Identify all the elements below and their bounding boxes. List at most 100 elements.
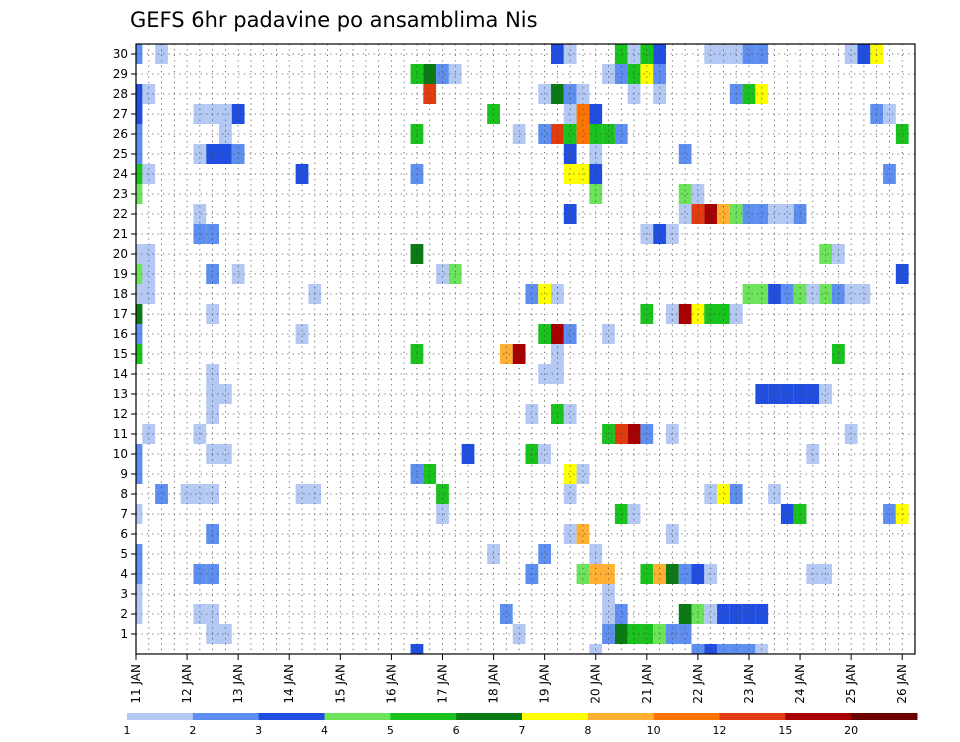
colorbar-label: 10: [647, 724, 661, 737]
heatmap-cell: [563, 324, 577, 344]
heatmap-cell: [193, 204, 207, 224]
heatmap-cell: [614, 624, 628, 644]
heatmap-cell: [136, 504, 143, 524]
y-tick-label: 26: [113, 127, 128, 141]
y-tick-label: 1: [120, 627, 128, 641]
heatmap-cell: [780, 284, 794, 304]
heatmap-cell: [538, 284, 552, 304]
y-tick-label: 4: [120, 567, 128, 581]
heatmap-cell: [576, 104, 590, 124]
heatmap-cell: [563, 204, 577, 224]
heatmap-cell: [602, 584, 615, 604]
heatmap-cell: [704, 204, 718, 224]
x-tick-label: 25 JAN: [844, 664, 858, 704]
heatmap-cell: [640, 624, 654, 644]
heatmap-cell: [136, 264, 143, 284]
x-tick-label: 26 JAN: [895, 664, 909, 704]
heatmap-cell: [219, 444, 232, 464]
heatmap-cell: [627, 624, 641, 644]
y-axis: 1234567891011121314151617181920212223242…: [113, 47, 136, 641]
y-tick-label: 19: [113, 267, 128, 281]
y-tick-label: 18: [113, 287, 128, 301]
heatmap-cell: [704, 44, 718, 64]
heatmap-cell: [499, 344, 513, 364]
heatmap-cell: [755, 204, 769, 224]
heatmap-cell: [538, 124, 552, 144]
colorbar-swatch: [851, 713, 918, 720]
heatmap-cell: [678, 624, 692, 644]
y-tick-label: 8: [120, 487, 128, 501]
heatmap-cell: [665, 624, 679, 644]
y-tick-label: 25: [113, 147, 128, 161]
heatmap-cell: [563, 524, 577, 544]
y-tick-label: 6: [120, 527, 128, 541]
x-tick-label: 23 JAN: [742, 664, 756, 704]
y-tick-label: 28: [113, 87, 128, 101]
colorbar-label: 12: [713, 724, 727, 737]
heatmap-cell: [136, 564, 143, 584]
x-tick-label: 18 JAN: [487, 664, 501, 704]
heatmap-cell: [627, 64, 641, 84]
heatmap-cell: [755, 604, 769, 624]
heatmap-cell: [219, 104, 232, 124]
x-tick-label: 17 JAN: [435, 664, 449, 704]
y-tick-label: 16: [113, 327, 128, 341]
x-tick-label: 21 JAN: [640, 664, 654, 704]
colorbar-swatch: [587, 713, 655, 720]
heatmap-cell: [563, 464, 577, 484]
heatmap-cell: [704, 604, 718, 624]
heatmap-cell: [423, 84, 437, 104]
heatmap-cell: [640, 44, 654, 64]
heatmap-cell: [563, 484, 577, 504]
x-tick-label: 19 JAN: [538, 664, 552, 704]
heatmap-cell: [136, 104, 143, 124]
heatmap-cell: [136, 544, 143, 564]
heatmap-cell: [602, 64, 615, 84]
heatmap-cell: [219, 624, 232, 644]
heatmap-cell: [512, 624, 526, 644]
heatmap-cell: [883, 104, 896, 124]
heatmap-cell: [602, 324, 615, 344]
heatmap-cell: [844, 44, 858, 64]
x-tick-label: 13 JAN: [231, 664, 245, 704]
heatmap-cell: [538, 544, 552, 564]
heatmap-cell: [136, 324, 143, 344]
y-tick-label: 7: [120, 507, 128, 521]
heatmap-cell: [844, 284, 858, 304]
x-tick-label: 14 JAN: [282, 664, 296, 704]
heatmap-cell: [219, 144, 232, 164]
heatmap-cell: [193, 604, 207, 624]
heatmap-cell: [704, 484, 718, 504]
colorbar-swatch: [390, 713, 457, 720]
heatmap-cell: [219, 384, 232, 404]
heatmap-cell: [499, 604, 513, 624]
heatmap-cell: [423, 64, 437, 84]
heatmap-cell: [678, 204, 692, 224]
y-tick-label: 22: [113, 207, 128, 221]
heatmap-cell: [136, 284, 143, 304]
heatmap-cell: [436, 264, 449, 284]
heatmap-cell: [602, 604, 615, 624]
colorbar-swatch: [719, 713, 786, 720]
heatmap-cell: [136, 184, 143, 204]
heatmap-cell: [653, 64, 666, 84]
heatmap-cell: [136, 344, 143, 364]
heatmap-cell: [193, 144, 207, 164]
heatmap-cell: [742, 204, 756, 224]
heatmap-cell: [793, 284, 807, 304]
heatmap-cell: [136, 84, 143, 104]
heatmap-cell: [136, 464, 143, 484]
y-tick-label: 13: [113, 387, 128, 401]
x-tick-label: 15 JAN: [333, 664, 347, 704]
colorbar-label: 4: [321, 724, 328, 737]
heatmap-cell: [563, 104, 577, 124]
colorbar-label: 3: [255, 724, 262, 737]
heatmap-cell: [819, 244, 832, 264]
colorbar-swatch: [192, 713, 260, 720]
heatmap-cell: [857, 44, 871, 64]
colorbar-swatch: [522, 713, 589, 720]
x-tick-label: 24 JAN: [793, 664, 807, 704]
heatmap-cell: [231, 104, 245, 124]
heatmap-cell: [136, 444, 143, 464]
colorbar-label: 2: [189, 724, 196, 737]
